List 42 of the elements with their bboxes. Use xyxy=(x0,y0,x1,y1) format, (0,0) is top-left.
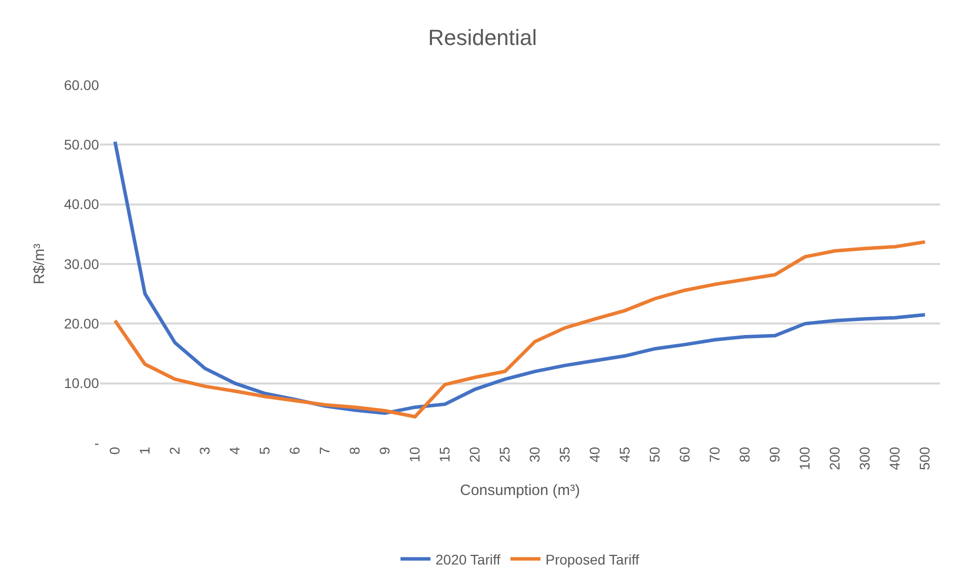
x-tick-label: 20 xyxy=(466,446,483,462)
x-tick-label: 3 xyxy=(196,446,213,455)
x-tick-label: 6 xyxy=(286,446,303,455)
x-tick-label: 50 xyxy=(646,446,663,462)
x-tick-label: 15 xyxy=(436,446,453,462)
x-tick-label: 45 xyxy=(616,446,633,462)
line-series xyxy=(113,140,927,415)
legend-label: 2020 Tariff xyxy=(436,551,500,568)
y-tick-label: 30.00 xyxy=(64,256,100,272)
y-tick-label: - xyxy=(94,434,100,451)
x-tick-label: 0 xyxy=(106,446,123,455)
x-tick-label: 400 xyxy=(886,446,903,470)
x-tick-label: 9 xyxy=(376,446,393,455)
x-tick-label: 100 xyxy=(796,446,813,470)
x-tick-label: 25 xyxy=(496,446,513,462)
x-tick-label: 40 xyxy=(586,446,603,462)
x-tick-label: 35 xyxy=(556,446,573,462)
y-tick-label: 20.00 xyxy=(64,316,100,332)
y-tick-label: 40.00 xyxy=(64,196,100,212)
x-tick-label: 4 xyxy=(226,446,243,455)
chart-title: Residential xyxy=(428,24,537,50)
x-axis-title: Consumption (m³) xyxy=(460,482,580,500)
x-tick-label: 1 xyxy=(136,446,153,455)
x-tick-label: 2 xyxy=(166,446,183,455)
y-axis-title: R$/m³ xyxy=(31,244,48,284)
y-tick-label: 50.00 xyxy=(64,136,100,153)
x-tick-label: 200 xyxy=(826,446,843,470)
x-tick-label: 8 xyxy=(346,446,363,455)
y-tick-label: 10.00 xyxy=(64,375,100,392)
x-tick-label: 5 xyxy=(256,446,273,455)
x-tick-label: 7 xyxy=(316,446,333,455)
x-tick-label: 60 xyxy=(676,446,693,462)
x-tick-label: 10 xyxy=(406,446,423,462)
line-series xyxy=(113,240,927,418)
x-tick-label: 30 xyxy=(526,446,543,462)
x-tick-label: 90 xyxy=(766,446,783,462)
x-tick-label: 500 xyxy=(916,446,933,470)
legend-label: Proposed Tariff xyxy=(545,551,640,568)
x-tick-label: 80 xyxy=(736,446,753,462)
x-tick-label: 300 xyxy=(856,446,873,470)
y-tick-label: 60.00 xyxy=(64,76,100,93)
x-tick-label: 70 xyxy=(706,446,723,462)
